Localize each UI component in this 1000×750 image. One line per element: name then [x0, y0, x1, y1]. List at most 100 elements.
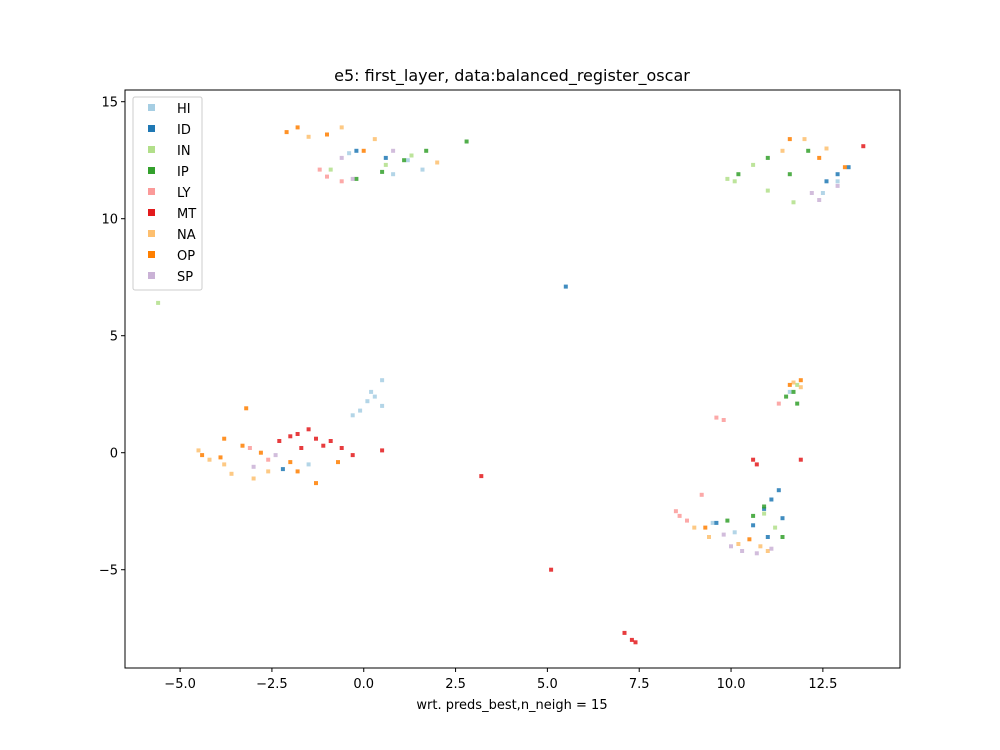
data-point — [207, 457, 212, 462]
data-point — [751, 513, 756, 518]
data-point — [299, 446, 304, 450]
data-point — [402, 158, 407, 163]
data-point — [380, 448, 385, 453]
x-tick-label: −5.0 — [164, 677, 196, 692]
data-point — [380, 403, 385, 408]
data-point — [817, 155, 822, 160]
data-point — [383, 162, 388, 167]
series-na — [196, 125, 829, 553]
data-point — [317, 167, 322, 172]
data-point — [824, 179, 829, 184]
data-point — [409, 153, 414, 158]
data-point — [314, 436, 318, 441]
data-point — [736, 542, 741, 546]
data-point — [802, 137, 807, 142]
legend: HI ID IN IP LY MT NA OP SP — [132, 96, 203, 291]
data-point — [218, 455, 223, 460]
data-point — [277, 439, 282, 443]
data-point — [765, 535, 770, 539]
legend-marker — [148, 272, 155, 279]
x-tick-label: 2.5 — [445, 677, 466, 692]
data-point — [479, 474, 484, 479]
data-point — [306, 134, 311, 139]
y-tick-label: 15 — [101, 96, 118, 111]
data-point — [791, 200, 796, 205]
data-point — [732, 530, 737, 535]
data-point — [758, 544, 763, 549]
data-point — [306, 462, 311, 467]
data-point — [339, 155, 344, 160]
data-point — [380, 378, 385, 383]
data-point — [824, 146, 829, 151]
data-point — [258, 450, 263, 455]
data-point — [391, 148, 396, 153]
data-point — [820, 191, 825, 195]
data-point — [321, 443, 326, 448]
data-point — [751, 457, 756, 462]
data-point — [372, 394, 377, 399]
legend-label: NA — [177, 228, 196, 243]
data-point — [842, 165, 847, 170]
data-point — [835, 183, 840, 188]
series-ly — [247, 167, 781, 523]
data-point — [798, 385, 803, 390]
data-point — [435, 160, 440, 165]
legend-label: SP — [177, 270, 193, 285]
data-point — [692, 525, 697, 530]
data-point — [380, 169, 385, 174]
data-point — [372, 137, 377, 142]
data-point — [325, 132, 329, 137]
data-point — [765, 188, 770, 193]
data-point — [725, 176, 730, 181]
data-point — [765, 549, 770, 553]
data-point — [714, 520, 719, 525]
data-point — [780, 148, 785, 153]
data-point — [725, 518, 730, 523]
data-point — [762, 511, 767, 516]
data-point — [685, 518, 689, 523]
x-tick-label: 7.5 — [629, 677, 650, 692]
data-point — [295, 432, 300, 436]
data-point — [383, 155, 388, 160]
axes-frame — [124, 89, 901, 669]
data-point — [200, 453, 205, 458]
data-point — [328, 439, 333, 443]
data-point — [424, 148, 429, 153]
data-point — [405, 158, 410, 163]
data-point — [817, 198, 822, 202]
data-point — [361, 148, 366, 153]
series-hi — [306, 151, 840, 535]
data-point — [229, 471, 234, 476]
data-point — [835, 172, 840, 177]
data-point — [784, 394, 789, 399]
data-point — [339, 125, 344, 130]
data-point — [622, 630, 627, 635]
data-point — [350, 176, 355, 181]
data-point — [222, 462, 227, 467]
legend-label: LY — [177, 186, 191, 201]
data-point — [795, 401, 800, 406]
data-point — [350, 453, 355, 458]
data-point — [795, 382, 800, 387]
legend-marker — [148, 230, 155, 237]
data-point — [673, 509, 678, 514]
data-point — [780, 516, 785, 521]
x-tick-label: −2.5 — [256, 677, 288, 692]
chart-title: e5: first_layer, data:balanced_register_… — [334, 66, 690, 86]
data-point — [787, 382, 792, 387]
series-sp — [251, 148, 840, 556]
data-point — [325, 174, 329, 179]
data-point — [754, 462, 759, 467]
data-point — [776, 488, 781, 493]
data-point — [721, 532, 726, 537]
data-point — [787, 137, 792, 142]
series-in — [156, 153, 800, 530]
data-point — [251, 464, 256, 469]
data-point — [306, 427, 311, 432]
y-tick-label: 0 — [110, 447, 118, 462]
data-point — [350, 413, 355, 418]
legend-marker — [148, 209, 155, 216]
data-point — [780, 535, 785, 539]
data-point — [563, 284, 568, 289]
data-point — [710, 520, 715, 525]
